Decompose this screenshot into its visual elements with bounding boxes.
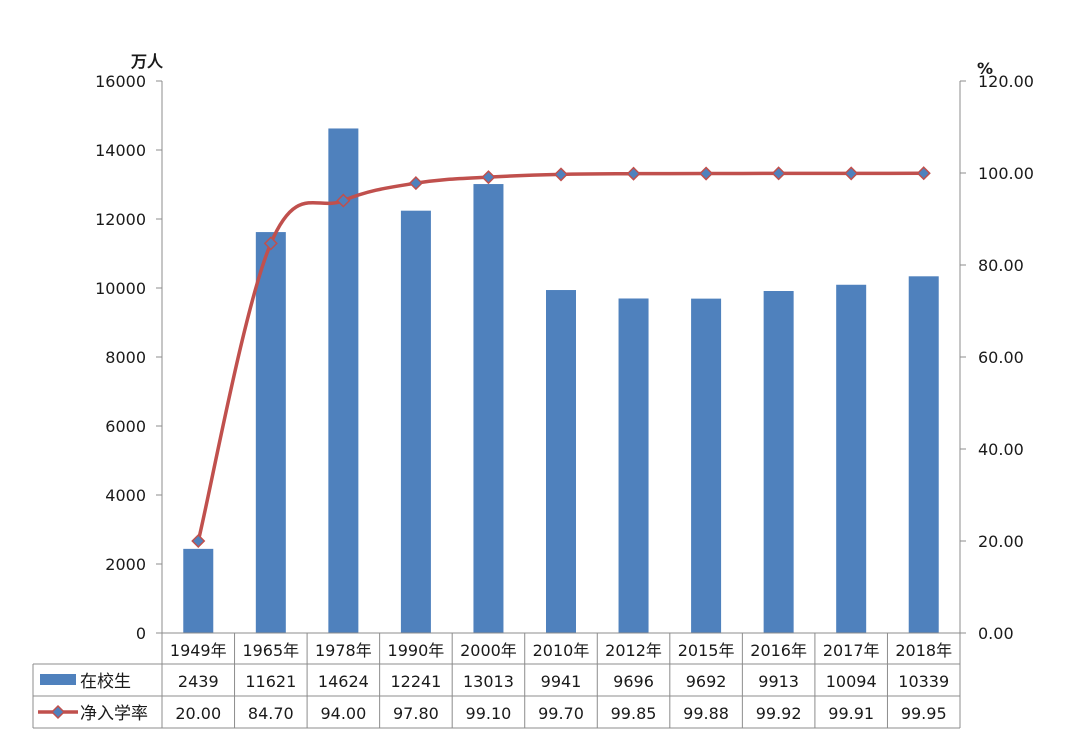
line-value-label: 99.92 bbox=[756, 704, 802, 723]
marker-1965年 bbox=[263, 236, 278, 251]
right-axis-unit: % bbox=[977, 59, 993, 78]
bar-value-label: 14624 bbox=[318, 672, 369, 691]
marker-1990年 bbox=[408, 176, 423, 191]
bar-value-label: 11621 bbox=[245, 672, 296, 691]
left-tick-label: 12000 bbox=[95, 210, 146, 229]
left-tick-label: 6000 bbox=[105, 417, 146, 436]
bar-value-label: 9696 bbox=[613, 672, 654, 691]
line-value-label: 94.00 bbox=[320, 704, 366, 723]
bars-layer bbox=[183, 128, 939, 634]
x-tick-label: 2015年 bbox=[678, 641, 735, 660]
line-value-label: 99.70 bbox=[538, 704, 584, 723]
bar-2012年 bbox=[618, 298, 649, 633]
line-value-label: 20.00 bbox=[175, 704, 221, 723]
line-layer bbox=[191, 166, 931, 549]
legend-line-label: 净入学率 bbox=[80, 704, 148, 724]
x-tick-label: 2012年 bbox=[605, 641, 662, 660]
bar-2000年 bbox=[473, 184, 504, 633]
marker-2010年 bbox=[553, 167, 569, 182]
x-tick-label: 1949年 bbox=[170, 641, 227, 660]
axes-layer: 0 2000 4000 6000 8000 10000 12000 14000 16000 0.0… bbox=[95, 72, 1034, 643]
right-tick-label: 40.00 bbox=[978, 440, 1024, 459]
line-value-label: 97.80 bbox=[393, 704, 439, 723]
marker-2017年 bbox=[844, 166, 859, 181]
bar-value-label: 10339 bbox=[898, 672, 949, 691]
right-tick-label: 0.00 bbox=[978, 624, 1014, 643]
x-tick-label: 2018年 bbox=[895, 641, 952, 660]
right-tick-label: 120.00 bbox=[978, 72, 1034, 91]
bar-value-label: 12241 bbox=[390, 672, 441, 691]
bar-2017年 bbox=[836, 284, 867, 633]
x-tick-label: 1978年 bbox=[315, 641, 372, 660]
left-tick-label: 16000 bbox=[95, 72, 146, 91]
right-tick-label: 60.00 bbox=[978, 348, 1024, 367]
x-tick-label: 1965年 bbox=[242, 641, 299, 660]
right-tick-label: 100.00 bbox=[978, 164, 1034, 183]
right-tick-label: 80.00 bbox=[978, 256, 1024, 275]
x-tick-label: 1990年 bbox=[388, 641, 445, 660]
left-tick-label: 10000 bbox=[95, 279, 146, 298]
bar-1949年 bbox=[183, 548, 214, 633]
x-tick-label: 2000年 bbox=[460, 641, 517, 660]
bar-1990年 bbox=[400, 210, 431, 634]
left-tick-label: 0 bbox=[136, 624, 146, 643]
left-axis-unit: 万人 bbox=[130, 52, 164, 71]
marker-2012年 bbox=[626, 166, 641, 181]
line-value-label: 99.95 bbox=[901, 704, 947, 723]
marker-2018年 bbox=[916, 166, 931, 181]
marker-1949年 bbox=[191, 533, 206, 549]
bar-value-label: 2439 bbox=[178, 672, 219, 691]
x-tick-label: 2010年 bbox=[533, 641, 590, 660]
marker-2016年 bbox=[771, 166, 786, 181]
bar-value-label: 9692 bbox=[686, 672, 727, 691]
left-tick-label: 4000 bbox=[105, 486, 146, 505]
line-value-label: 99.85 bbox=[611, 704, 657, 723]
left-tick-label: 14000 bbox=[95, 141, 146, 160]
line-value-label: 84.70 bbox=[248, 704, 294, 723]
line-value-label: 99.10 bbox=[466, 704, 512, 723]
bar-value-label: 9913 bbox=[758, 672, 799, 691]
legend-bar-label: 在校生 bbox=[80, 672, 131, 692]
bar-2018年 bbox=[908, 276, 939, 633]
x-tick-label: 2017年 bbox=[823, 641, 880, 660]
bar-1965年 bbox=[255, 232, 286, 633]
line-value-label: 99.91 bbox=[828, 704, 874, 723]
bar-1978年 bbox=[328, 128, 359, 634]
bar-2016年 bbox=[763, 291, 794, 633]
bar-value-label: 10094 bbox=[826, 672, 877, 691]
left-tick-label: 8000 bbox=[105, 348, 146, 367]
x-tick-label: 2016年 bbox=[750, 641, 807, 660]
bar-value-label: 13013 bbox=[463, 672, 514, 691]
marker-2015年 bbox=[699, 166, 714, 181]
line-value-label: 99.88 bbox=[683, 704, 729, 723]
bar-2010年 bbox=[546, 290, 576, 633]
marker-2000年 bbox=[481, 170, 496, 185]
left-tick-label: 2000 bbox=[105, 555, 146, 574]
marker-1978年 bbox=[336, 193, 351, 208]
right-tick-label: 20.00 bbox=[978, 532, 1024, 551]
bar-2015年 bbox=[691, 298, 722, 633]
bar-value-label: 9941 bbox=[541, 672, 582, 691]
data-table: 1949年 1965年 1978年 1990年 2000年 2010年 2012年 2015年… bbox=[32, 632, 961, 729]
legend-bar-swatch bbox=[40, 674, 76, 685]
legend-line-marker bbox=[50, 704, 66, 720]
